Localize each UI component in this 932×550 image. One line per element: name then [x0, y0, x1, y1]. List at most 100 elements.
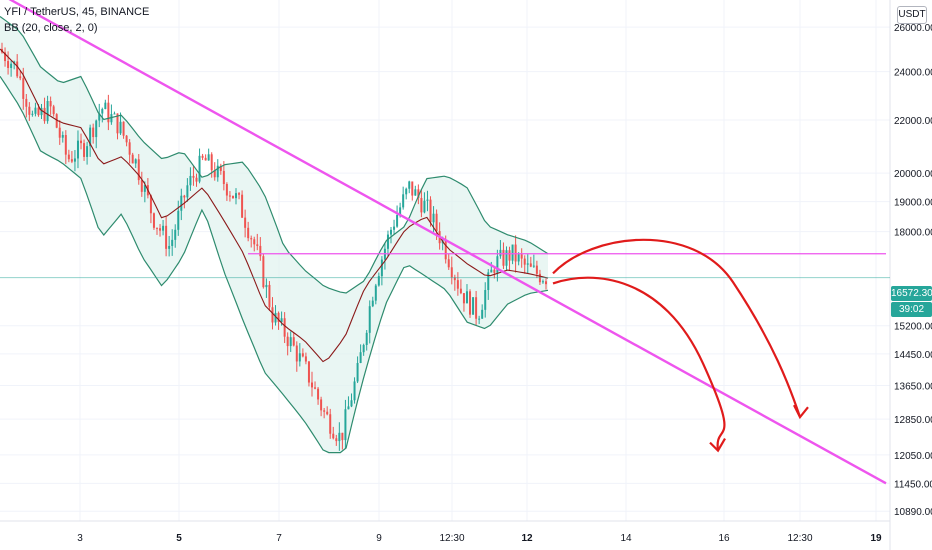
forecast-arrow-upper[interactable]	[552, 238, 809, 420]
candle-body	[201, 155, 204, 158]
candle-body	[235, 193, 238, 199]
candle-body	[55, 114, 58, 128]
candle-body	[25, 98, 28, 107]
time-tick-label: 5	[176, 533, 182, 544]
candle-body	[192, 175, 195, 178]
candle-body	[256, 244, 259, 246]
candle-body	[484, 290, 487, 310]
candle-body	[353, 381, 356, 401]
price-tick-label: 10890.00	[894, 507, 932, 518]
candle-body	[298, 353, 301, 362]
candle-body	[177, 210, 180, 230]
symbol-title: YFI / TetherUS, 45, BINANCE	[4, 6, 150, 18]
candle-body	[76, 140, 79, 159]
time-tick-label: 16	[718, 533, 730, 544]
candle-body	[247, 227, 250, 239]
candle-body	[350, 400, 353, 407]
candle-body	[140, 180, 143, 192]
candle-body	[43, 107, 46, 122]
candle-body	[134, 159, 137, 164]
bb-lower-band	[0, 75, 549, 454]
candle-body	[405, 188, 408, 195]
candle-body	[171, 239, 174, 246]
candle-body	[490, 269, 493, 273]
candle-body	[399, 207, 402, 216]
candle-body	[386, 234, 389, 249]
candle-body	[283, 318, 286, 337]
candle-body	[301, 353, 304, 357]
candle-body	[335, 438, 338, 442]
candle-body	[210, 154, 213, 171]
candle-body	[417, 189, 420, 198]
price-tick-label: 24000.00	[894, 68, 932, 79]
candle-body	[487, 272, 490, 291]
candle-body	[7, 61, 10, 68]
candle-body	[231, 195, 234, 199]
candle-body	[380, 259, 383, 277]
candle-body	[4, 52, 7, 62]
price-scale[interactable]: 26000.00 24000.00 22000.00 20000.00 19000.00…	[894, 12, 932, 518]
candle-body	[61, 135, 64, 138]
candle-body	[371, 300, 374, 307]
candle-body	[268, 284, 271, 308]
forecast-arrow-lower[interactable]	[552, 276, 726, 453]
candle-body	[92, 127, 95, 138]
candle-body	[320, 399, 323, 411]
candle-body	[16, 61, 19, 77]
candle-body	[168, 245, 171, 249]
candle-body	[478, 318, 481, 320]
candle-body	[289, 337, 292, 347]
candle-body	[523, 258, 526, 265]
time-tick-label: 9	[376, 533, 382, 544]
candle-body	[113, 113, 116, 115]
candle-body	[250, 238, 253, 240]
candle-body	[110, 114, 113, 123]
bb-upper-band	[0, 16, 549, 294]
candle-body	[204, 157, 207, 161]
candle-body	[496, 256, 499, 273]
candle-body	[459, 288, 462, 294]
candle-body	[195, 177, 198, 182]
candle-body	[216, 165, 219, 178]
candle-body	[244, 217, 247, 228]
candle-body	[329, 414, 332, 434]
time-tick-label: 19	[870, 533, 882, 544]
candle-body	[545, 281, 547, 285]
currency-badge[interactable]: USDT	[897, 6, 927, 24]
candle-body	[64, 135, 67, 155]
candle-body	[58, 127, 61, 138]
candle-body	[259, 245, 262, 257]
candle-body	[514, 244, 517, 262]
candle-body	[73, 158, 76, 162]
price-tick-label: 19000.00	[894, 198, 932, 209]
price-tick-label: 11450.00	[894, 479, 932, 490]
candle-body	[116, 113, 119, 134]
candle-body	[365, 332, 368, 346]
time-tick-label: 12:30	[439, 533, 464, 544]
candle-body	[295, 345, 298, 362]
candle-body	[447, 259, 450, 268]
candle-body	[280, 318, 283, 322]
descending-trendline[interactable]	[0, 0, 887, 485]
indicator-title: BB (20, close, 2, 0)	[4, 22, 98, 34]
candle-body	[511, 244, 514, 261]
candle-body	[505, 250, 508, 266]
candle-body	[499, 249, 502, 257]
candle-body	[104, 102, 107, 110]
candle-body	[390, 229, 393, 235]
candle-body	[89, 127, 92, 147]
candle-body	[262, 256, 265, 288]
candle-body	[98, 113, 101, 121]
price-tick-label: 12850.00	[894, 415, 932, 426]
candle-body	[19, 76, 22, 79]
candle-body	[180, 195, 183, 211]
time-tick-label: 3	[77, 533, 83, 544]
candle-body	[225, 184, 228, 196]
candle-body	[213, 170, 216, 178]
price-tick-label: 20000.00	[894, 169, 932, 180]
time-scale[interactable]: 3 5 7 9 12:30 12 14 16 12:30 19	[77, 533, 882, 544]
bb-basis	[0, 48, 549, 363]
candle-body	[493, 269, 496, 273]
candle-body	[359, 352, 362, 363]
